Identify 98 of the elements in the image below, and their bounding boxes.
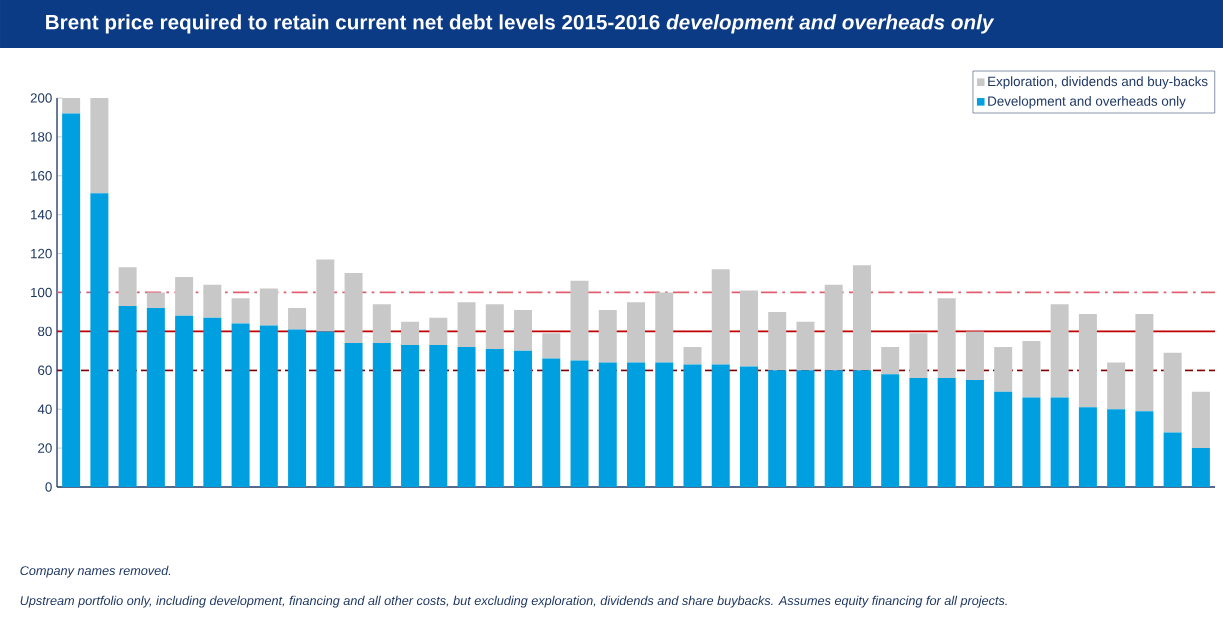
bar bbox=[881, 346, 900, 375]
bar bbox=[316, 331, 335, 487]
y-tick-label: 140 bbox=[31, 209, 52, 220]
text: Upstream portfolio only, including development, financing and all other costs, but excluding exploration, dividends and share buybacks. Assumes equity financing for all projects. bbox=[20, 595, 1007, 608]
bar bbox=[231, 298, 250, 324]
bar bbox=[711, 364, 730, 487]
bar bbox=[909, 333, 928, 379]
bar bbox=[429, 317, 448, 345]
bar bbox=[655, 292, 674, 363]
bar bbox=[937, 378, 956, 487]
bar bbox=[485, 348, 504, 487]
bar bbox=[175, 276, 194, 316]
bar bbox=[175, 315, 194, 487]
bar bbox=[344, 343, 363, 487]
y-tick-label: 80 bbox=[38, 326, 52, 337]
bar bbox=[1163, 432, 1182, 487]
text: Company names removed. bbox=[20, 565, 171, 578]
bar bbox=[231, 323, 250, 487]
bar bbox=[796, 370, 815, 487]
bar bbox=[909, 378, 928, 487]
y-tick-label: 0 bbox=[45, 482, 52, 492]
bar bbox=[739, 366, 758, 487]
bar bbox=[1135, 313, 1154, 412]
bar bbox=[711, 269, 730, 365]
bar bbox=[429, 345, 448, 487]
bar bbox=[852, 370, 871, 487]
bar bbox=[570, 280, 589, 361]
y-tick-label: 180 bbox=[31, 132, 52, 142]
bar bbox=[655, 362, 674, 487]
bar bbox=[994, 391, 1013, 487]
bar bbox=[1078, 313, 1097, 408]
bar bbox=[90, 193, 109, 487]
bar bbox=[316, 259, 335, 332]
bar bbox=[288, 329, 307, 487]
bar bbox=[1050, 304, 1069, 398]
bar bbox=[824, 370, 843, 487]
bar bbox=[768, 311, 787, 371]
y-tick-label: 20 bbox=[38, 443, 52, 453]
bar bbox=[570, 360, 589, 487]
bar bbox=[542, 333, 561, 359]
chart-title: Brent price required to retain current net debt levels 2015-2016 development and overheads only bbox=[46, 14, 995, 34]
bar bbox=[852, 265, 871, 371]
bar bbox=[1107, 409, 1126, 487]
bar bbox=[1135, 411, 1154, 487]
bar bbox=[965, 331, 984, 381]
bar bbox=[146, 308, 165, 487]
bar bbox=[627, 302, 646, 363]
bar bbox=[62, 97, 81, 114]
bar bbox=[683, 364, 702, 487]
legend-label: Exploration, dividends and buy-backs bbox=[988, 76, 1208, 89]
bar bbox=[1191, 448, 1210, 487]
bar bbox=[514, 309, 533, 351]
bar bbox=[90, 97, 109, 194]
bar bbox=[1050, 397, 1069, 487]
bar bbox=[259, 288, 278, 326]
bar bbox=[1078, 407, 1097, 487]
bar bbox=[1191, 391, 1210, 449]
y-tick-label: 200 bbox=[30, 93, 52, 103]
bar bbox=[62, 113, 81, 487]
bar bbox=[598, 362, 617, 487]
bar bbox=[514, 350, 533, 487]
bar bbox=[457, 302, 476, 347]
bar bbox=[118, 267, 137, 307]
y-tick-label: 60 bbox=[38, 365, 52, 375]
bar bbox=[542, 358, 561, 487]
bar bbox=[965, 380, 984, 487]
bar bbox=[372, 343, 391, 487]
y-tick-label: 120 bbox=[31, 248, 52, 259]
bar bbox=[485, 304, 504, 349]
legend-label: Development and overheads only bbox=[988, 96, 1186, 109]
bar bbox=[344, 273, 363, 344]
bar bbox=[372, 304, 391, 344]
bar bbox=[627, 362, 646, 487]
bar bbox=[1163, 352, 1182, 433]
y-tick-label: 160 bbox=[31, 171, 52, 181]
bar bbox=[146, 292, 165, 309]
bar bbox=[288, 308, 307, 330]
bar bbox=[796, 321, 815, 371]
bar bbox=[768, 370, 787, 487]
bar bbox=[1022, 397, 1041, 487]
bar bbox=[259, 325, 278, 487]
bar bbox=[994, 346, 1013, 392]
bar bbox=[937, 298, 956, 379]
bar bbox=[683, 346, 702, 365]
bar bbox=[457, 346, 476, 487]
bar bbox=[401, 345, 420, 487]
bar bbox=[203, 317, 222, 487]
y-tick-label: 40 bbox=[37, 404, 52, 414]
bar bbox=[1107, 362, 1126, 410]
bar bbox=[739, 290, 758, 367]
bar bbox=[203, 284, 222, 318]
bar bbox=[401, 321, 420, 345]
y-tick-label: 100 bbox=[31, 287, 52, 298]
bar bbox=[1022, 341, 1041, 398]
bar bbox=[881, 374, 900, 487]
bar bbox=[598, 309, 617, 363]
bar bbox=[118, 306, 137, 487]
bar bbox=[824, 284, 843, 371]
